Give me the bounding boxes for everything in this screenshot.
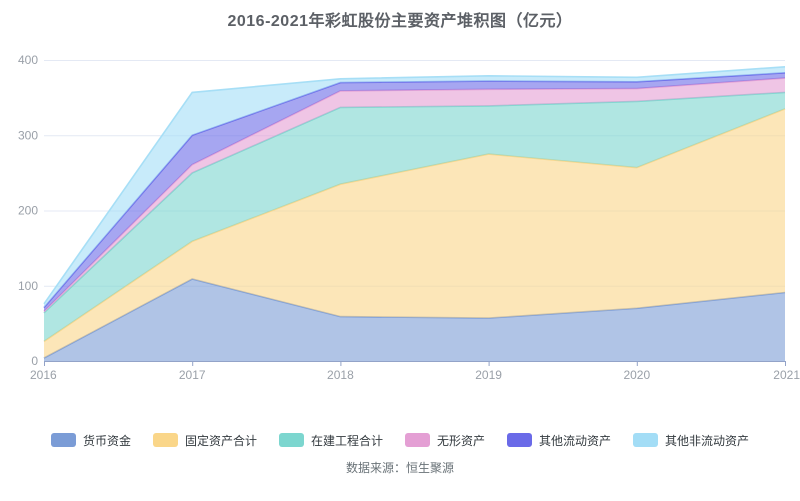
y-axis-tick-label-300: 300 — [18, 128, 38, 142]
area-series-5[interactable] — [44, 72, 785, 312]
line-series-6 — [43, 66, 786, 305]
legend-item-label: 固定资产合计 — [184, 433, 257, 448]
legend-swatch-icon — [152, 433, 178, 447]
legend-item-label: 其他流动资产 — [539, 433, 612, 448]
area-series-2[interactable] — [44, 108, 785, 359]
area-series-3[interactable] — [44, 92, 785, 342]
y-axis-tick-label-0: 0 — [31, 354, 38, 368]
legend-item-5[interactable]: 其他流动资产 — [507, 432, 611, 449]
legend-item-label: 其他非流动资产 — [665, 433, 750, 448]
legend-swatch-icon — [278, 433, 304, 447]
x-axis-tick-label-2017: 2017 — [179, 368, 206, 382]
chart-title: 2016-2021年彩虹股份主要资产堆积图（亿元） — [227, 13, 573, 30]
legend-item-2[interactable]: 固定资产合计 — [152, 432, 257, 449]
legend-swatch-icon — [507, 433, 533, 447]
x-axis-tick-label-2020: 2020 — [623, 368, 650, 382]
x-axis-tick-label-2016: 2016 — [30, 368, 57, 382]
legend-item-1[interactable]: 货币资金 — [50, 432, 131, 449]
x-axis-tick-label-2018: 2018 — [327, 368, 354, 382]
legend-swatch-icon — [633, 433, 659, 447]
legend-item-6[interactable]: 其他非流动资产 — [633, 432, 749, 449]
legend-item-label: 无形资产 — [437, 433, 486, 448]
legend-item-label: 货币资金 — [82, 433, 131, 448]
legend-swatch-icon — [405, 433, 430, 447]
legend-item-label: 在建工程合计 — [310, 433, 383, 448]
legend-swatch-icon — [50, 433, 76, 447]
legend: 货币资金 固定资产合计 在建工程合计 无形资产 其他流动资产 其他非流动资产 — [0, 430, 800, 450]
x-axis-tick-label-2019: 2019 — [475, 368, 502, 382]
source-note: 数据来源：恒生聚源 — [345, 461, 454, 475]
legend-item-4[interactable]: 无形资产 — [405, 432, 485, 449]
stacked-area-chart[interactable]: 0 100 200 300 400 2016 2017 2018 2019 2020 2021 — [0, 0, 800, 425]
legend-item-3[interactable]: 在建工程合计 — [278, 432, 383, 449]
y-axis-tick-label-200: 200 — [18, 204, 38, 218]
y-axis-tick-label-400: 400 — [18, 53, 38, 67]
area-series-1[interactable] — [44, 279, 785, 361]
x-axis-tick-label-2021: 2021 — [773, 368, 800, 382]
line-series-4 — [43, 77, 786, 312]
y-axis-tick-label-100: 100 — [18, 279, 38, 293]
